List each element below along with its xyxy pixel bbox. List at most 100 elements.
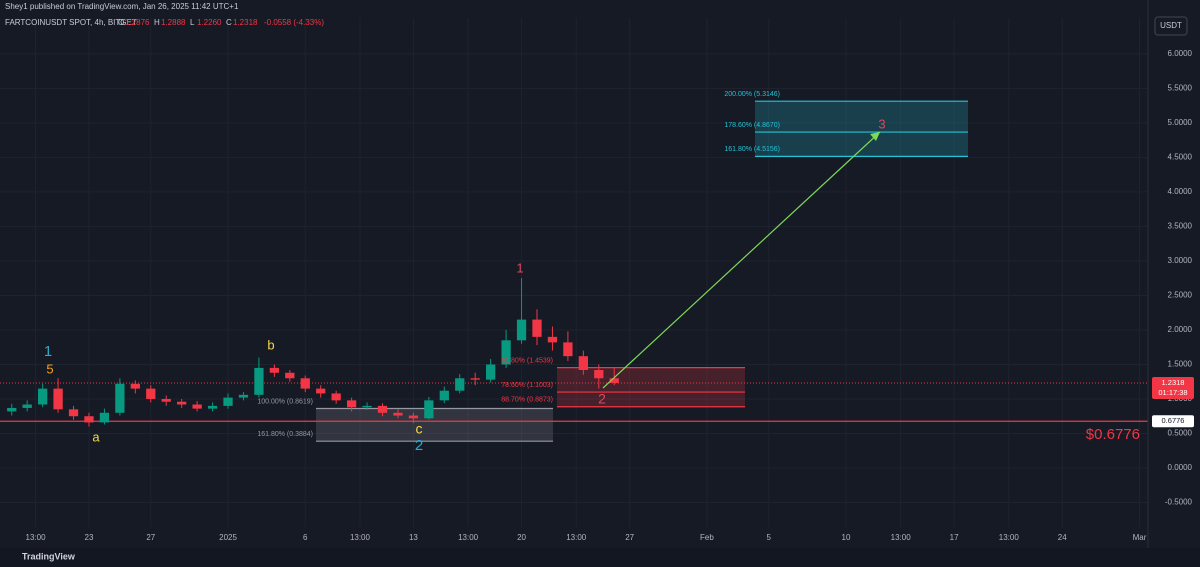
wave-label: 2 — [415, 437, 423, 454]
wave-label: 3 — [878, 116, 885, 131]
price-tag-label: 1.2318 — [1162, 378, 1185, 387]
x-tick-label: 13:00 — [891, 533, 912, 542]
y-tick-label: 0.0000 — [1168, 463, 1193, 472]
candle-body — [393, 412, 403, 416]
x-tick-label: 13:00 — [26, 533, 47, 542]
ohlc-key: H — [154, 18, 160, 27]
support-tag — [1152, 415, 1194, 428]
fib-label: 88.70% (0.8873) — [501, 397, 553, 404]
y-tick-label: 3.0000 — [1168, 256, 1193, 265]
candle-body — [22, 404, 32, 408]
candle-body — [38, 388, 48, 405]
fib-box — [557, 367, 745, 407]
footer-bar — [0, 548, 1200, 567]
candle-body — [300, 378, 310, 389]
candle-body — [609, 378, 619, 383]
ohlc-key: L — [190, 18, 195, 27]
price-tag — [1152, 376, 1194, 399]
ohlc-value: 1.2888 — [161, 18, 186, 27]
candle-body — [192, 404, 202, 409]
candle-body — [99, 412, 110, 423]
x-tick-label: 6 — [303, 533, 308, 542]
x-tick-label: 13:00 — [999, 533, 1020, 542]
candle-body — [316, 388, 326, 394]
fib-label: 161.80% (4.5156) — [724, 146, 780, 153]
candle-body — [130, 383, 140, 389]
candle-body — [53, 388, 63, 410]
currency-label[interactable]: USDT — [1160, 21, 1182, 30]
x-tick-label: 5 — [767, 533, 772, 542]
projection-arrow — [602, 131, 881, 389]
candle-body — [115, 383, 125, 413]
fib-label: 61.80% (1.4539) — [501, 357, 553, 364]
candle-body — [269, 367, 280, 373]
x-tick-label: 24 — [1058, 533, 1067, 542]
publisher-line: Shey1 published on TradingView.com, Jan … — [5, 2, 239, 11]
fib-label: 200.00% (5.3146) — [724, 91, 780, 98]
support-tag-label: 0.6776 — [1162, 416, 1185, 425]
x-tick-label: 13 — [409, 533, 418, 542]
candle-body — [207, 405, 218, 409]
candle-body — [331, 393, 341, 401]
y-tick-label: 1.5000 — [1168, 360, 1193, 369]
candle-body — [238, 394, 249, 398]
x-tick-label: 20 — [517, 533, 526, 542]
candle-body — [424, 400, 434, 419]
fib-label: 78.60% (1.1003) — [501, 382, 553, 389]
ohlc-value: 1.2318 — [233, 18, 258, 27]
x-tick-label: 13:00 — [350, 533, 371, 542]
y-tick-label: 5.5000 — [1168, 84, 1193, 93]
y-tick-label: 2.0000 — [1168, 325, 1193, 334]
x-tick-label: 23 — [85, 533, 94, 542]
ohlc-key: C — [226, 18, 232, 27]
candle-body — [285, 372, 295, 379]
candle-body — [377, 405, 388, 413]
fib-label: 161.80% (0.3884) — [257, 431, 313, 438]
y-tick-label: 0.5000 — [1168, 429, 1193, 438]
change: -0.0558 (-4.33%) — [264, 18, 324, 27]
candle-body — [578, 356, 588, 370]
y-tick-label: 3.5000 — [1168, 222, 1193, 231]
x-tick-label: 10 — [842, 533, 851, 542]
y-tick-label: 2.5000 — [1168, 291, 1193, 300]
candle-body — [177, 401, 187, 405]
y-tick-label: 6.0000 — [1168, 49, 1193, 58]
currency-button[interactable] — [1154, 16, 1188, 36]
x-tick-label: 13:00 — [566, 533, 587, 542]
candle-body — [254, 367, 264, 395]
fib-label: 100.00% (0.8619) — [257, 398, 313, 405]
candle-body — [362, 405, 372, 408]
fib-label: 178.60% (4.8670) — [724, 122, 780, 129]
wave-label: a — [92, 429, 100, 444]
candle-body — [516, 319, 527, 341]
x-tick-label: Mar — [1133, 533, 1147, 542]
x-tick-label: 2025 — [219, 533, 237, 542]
countdown: 01:17:38 — [1158, 388, 1187, 397]
candle-body — [470, 378, 480, 380]
y-tick-label: 5.0000 — [1168, 118, 1193, 127]
support-label: $0.6776 — [1086, 426, 1140, 443]
ohlc-value: 1.2876 — [125, 18, 150, 27]
wave-label: 2 — [598, 391, 606, 407]
candle-body — [594, 369, 604, 379]
wave-label: b — [267, 337, 274, 352]
candle-body — [455, 378, 465, 391]
candle-body — [547, 336, 558, 343]
candle-body — [486, 364, 496, 380]
fib-box — [755, 101, 968, 157]
arrow-head — [870, 132, 880, 141]
candle-body — [84, 416, 94, 423]
candle-body — [346, 400, 357, 408]
candle-body — [408, 415, 419, 419]
wave-label: 1 — [44, 343, 52, 360]
fib-box — [316, 408, 553, 442]
symbol: FARTCOINUSDT SPOT, 4h, BITGET — [5, 18, 137, 27]
y-tick-label: 4.5000 — [1168, 153, 1193, 162]
plot-area — [0, 18, 1148, 527]
ohlc-value: 1.2260 — [197, 18, 222, 27]
y-tick-label: -0.5000 — [1165, 498, 1193, 507]
x-tick-label: 27 — [625, 533, 634, 542]
candle-body — [501, 340, 511, 365]
